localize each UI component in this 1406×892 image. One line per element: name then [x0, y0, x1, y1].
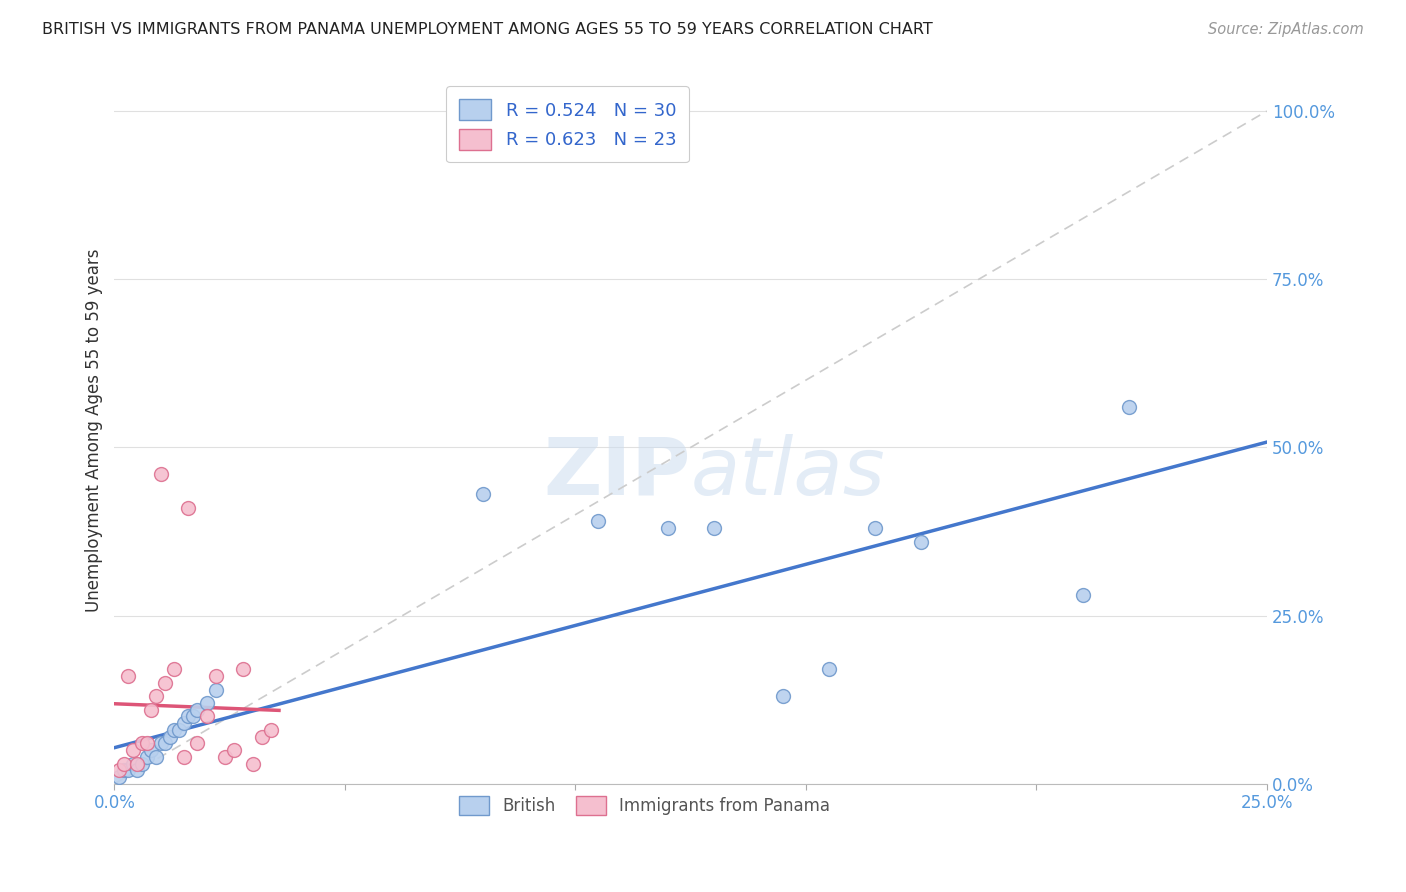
Point	[232, 662, 254, 676]
Point	[153, 676, 176, 690]
Point	[205, 682, 228, 697]
Point	[108, 764, 131, 778]
Point	[145, 749, 167, 764]
Point	[472, 487, 495, 501]
Point	[112, 764, 135, 778]
Point	[135, 736, 157, 750]
Point	[149, 736, 172, 750]
Y-axis label: Unemployment Among Ages 55 to 59 years: Unemployment Among Ages 55 to 59 years	[86, 249, 103, 612]
Point	[1118, 400, 1140, 414]
Point	[772, 690, 794, 704]
Point	[127, 764, 149, 778]
Point	[242, 756, 264, 771]
Point	[588, 515, 610, 529]
Point	[159, 730, 181, 744]
Point	[135, 749, 157, 764]
Point	[1071, 588, 1094, 602]
Point	[177, 709, 200, 723]
Legend: British, Immigrants from Panama: British, Immigrants from Panama	[449, 786, 839, 825]
Point	[149, 467, 172, 482]
Point	[145, 690, 167, 704]
Point	[117, 764, 139, 778]
Point	[117, 669, 139, 683]
Point	[260, 723, 283, 737]
Point	[181, 709, 204, 723]
Text: Source: ZipAtlas.com: Source: ZipAtlas.com	[1208, 22, 1364, 37]
Point	[195, 709, 218, 723]
Point	[121, 743, 143, 757]
Point	[818, 662, 841, 676]
Point	[910, 534, 932, 549]
Point	[186, 703, 208, 717]
Point	[121, 756, 143, 771]
Point	[131, 736, 153, 750]
Point	[127, 756, 149, 771]
Text: BRITISH VS IMMIGRANTS FROM PANAMA UNEMPLOYMENT AMONG AGES 55 TO 59 YEARS CORRELA: BRITISH VS IMMIGRANTS FROM PANAMA UNEMPL…	[42, 22, 934, 37]
Point	[167, 723, 190, 737]
Text: ZIP: ZIP	[543, 434, 690, 512]
Point	[163, 662, 186, 676]
Point	[177, 500, 200, 515]
Point	[108, 770, 131, 784]
Point	[141, 743, 163, 757]
Point	[214, 749, 236, 764]
Point	[153, 736, 176, 750]
Text: atlas: atlas	[690, 434, 886, 512]
Point	[131, 756, 153, 771]
Point	[112, 756, 135, 771]
Point	[205, 669, 228, 683]
Point	[863, 521, 886, 535]
Point	[186, 736, 208, 750]
Point	[703, 521, 725, 535]
Point	[173, 749, 195, 764]
Point	[163, 723, 186, 737]
Point	[250, 730, 273, 744]
Point	[195, 696, 218, 710]
Point	[224, 743, 246, 757]
Point	[173, 716, 195, 731]
Point	[657, 521, 679, 535]
Point	[141, 703, 163, 717]
